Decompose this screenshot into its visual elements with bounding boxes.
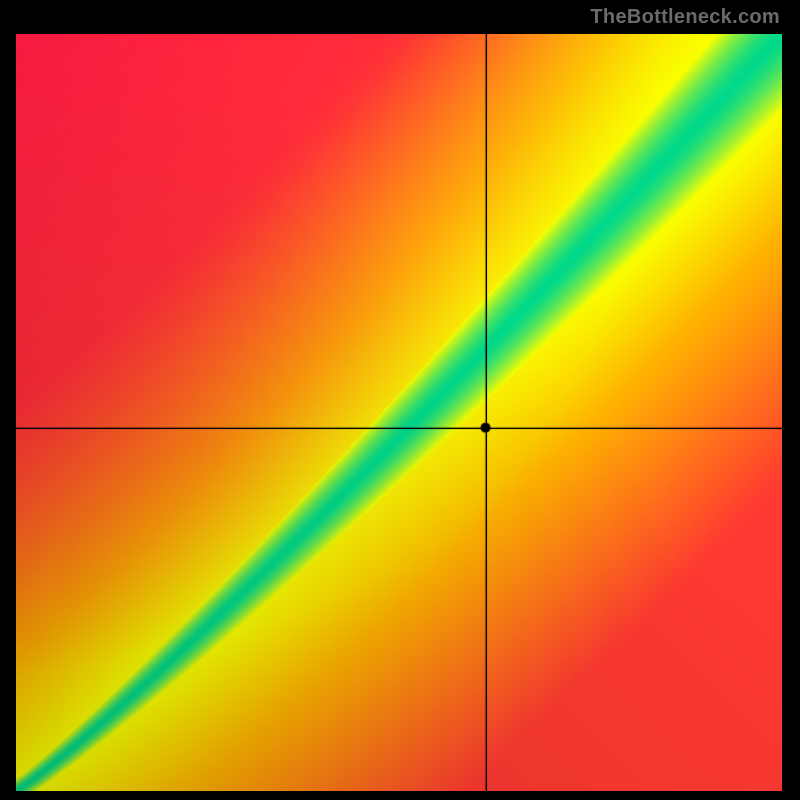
- watermark-text: TheBottleneck.com: [590, 6, 780, 29]
- chart-container: TheBottleneck.com: [0, 0, 800, 800]
- crosshair-horizontal: [16, 428, 782, 429]
- crosshair-vertical: [486, 34, 487, 791]
- heatmap-canvas: [16, 34, 782, 791]
